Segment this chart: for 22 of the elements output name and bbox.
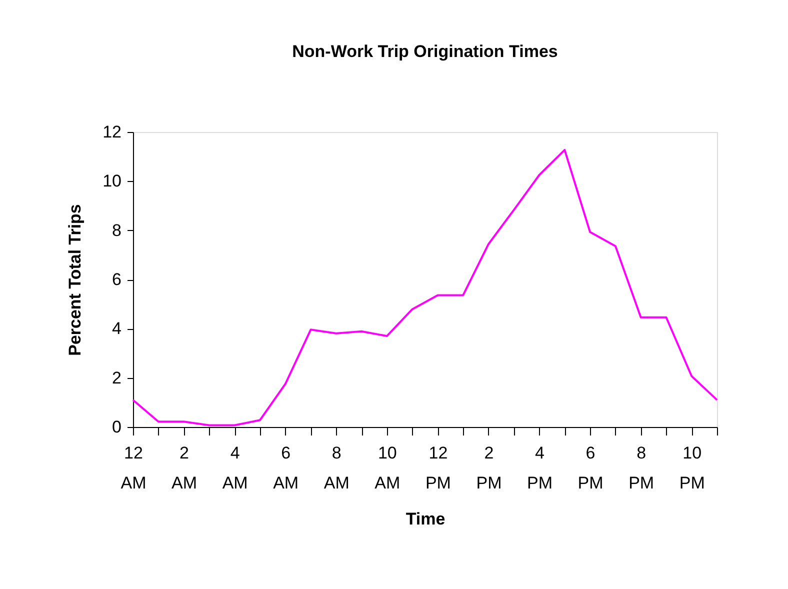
x-tick-label: 2 AM <box>172 444 198 492</box>
x-tick-label: 4 PM <box>527 444 553 492</box>
x-tick-label: 6 PM <box>578 444 604 492</box>
x-tick-label: 10 PM <box>679 444 705 492</box>
x-tick-label: 2 PM <box>476 444 502 492</box>
y-tick-label: 12 <box>102 122 122 142</box>
x-tick-label: 4 AM <box>222 444 248 492</box>
x-tick-label: 6 AM <box>273 444 299 492</box>
y-tick-label: 6 <box>112 270 122 289</box>
y-tick-label: 10 <box>102 172 122 191</box>
y-tick-label: 0 <box>112 418 122 436</box>
x-tick-label: 8 AM <box>324 444 350 492</box>
x-tick-label: 12 PM <box>425 444 451 492</box>
x-axis-title: Time <box>406 510 446 528</box>
x-tick-label: 8 PM <box>628 444 654 492</box>
x-tick-label: 10 AM <box>374 444 400 492</box>
y-tick-label: 4 <box>112 319 122 338</box>
chart-title: Non-Work Trip Origination Times <box>292 42 558 61</box>
x-tick-label: 12 AM <box>120 444 146 492</box>
y-tick-label: 8 <box>112 220 122 240</box>
y-axis-title: Percent Total Trips <box>66 204 85 356</box>
y-tick-label: 2 <box>112 368 122 388</box>
